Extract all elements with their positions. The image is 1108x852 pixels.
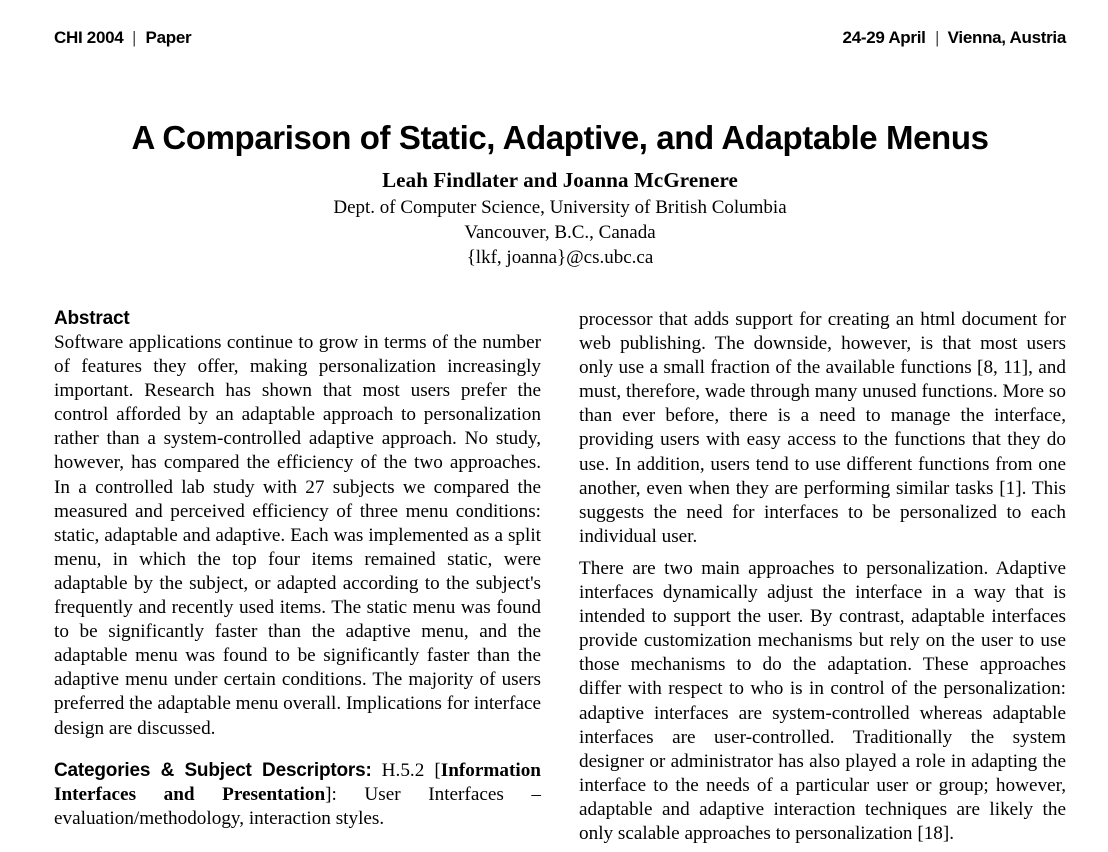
intro-paragraph-2: There are two main approaches to persona… — [579, 557, 1066, 844]
header-separator-icon: | — [133, 28, 136, 47]
author-city: Vancouver, B.C., Canada — [464, 222, 656, 244]
page-title: A Comparison of Static, Adaptive, and Ad… — [131, 119, 989, 157]
abstract-heading: Abstract — [54, 308, 130, 329]
header-conference: CHI 2004 — [54, 28, 124, 47]
header-right-group: 24-29 April | Vienna, Austria — [842, 28, 1067, 48]
header-left-group: CHI 2004 | Paper — [54, 28, 192, 48]
header-separator-icon: | — [935, 28, 939, 47]
left-column: Abstract Software applications continue … — [54, 308, 541, 831]
author-names: Leah Findlater and Joanna McGrenere — [382, 168, 738, 192]
right-column: processor that adds support for creating… — [579, 308, 1066, 852]
author-block: Leah Findlater and Joanna McGrenere Dept… — [54, 167, 1066, 271]
categories-bold-term: Information Interfaces and Presentation — [54, 759, 541, 805]
abstract-body: Software applications continue to grow i… — [54, 332, 541, 739]
running-header: CHI 2004 | Paper 24-29 April | Vienna, A… — [54, 28, 1066, 52]
header-dates: 24-29 April — [842, 28, 926, 47]
categories-label: Categories & Subject Descriptors: — [54, 759, 372, 781]
intro-paragraph-1: processor that adds support for creating… — [579, 309, 1066, 547]
categories-tail: ]: User Interfaces – evaluation/methodol… — [54, 783, 541, 829]
header-location: Vienna, Austria — [947, 28, 1067, 47]
categories-code: H.5.2 [ — [371, 759, 441, 781]
author-department: Dept. of Computer Science, University of… — [333, 196, 787, 218]
author-email: {lkf, joanna}@cs.ubc.ca — [466, 247, 654, 269]
header-paper-type: Paper — [145, 28, 192, 47]
categories-block: Categories & Subject Descriptors: H.5.2 … — [54, 759, 541, 831]
